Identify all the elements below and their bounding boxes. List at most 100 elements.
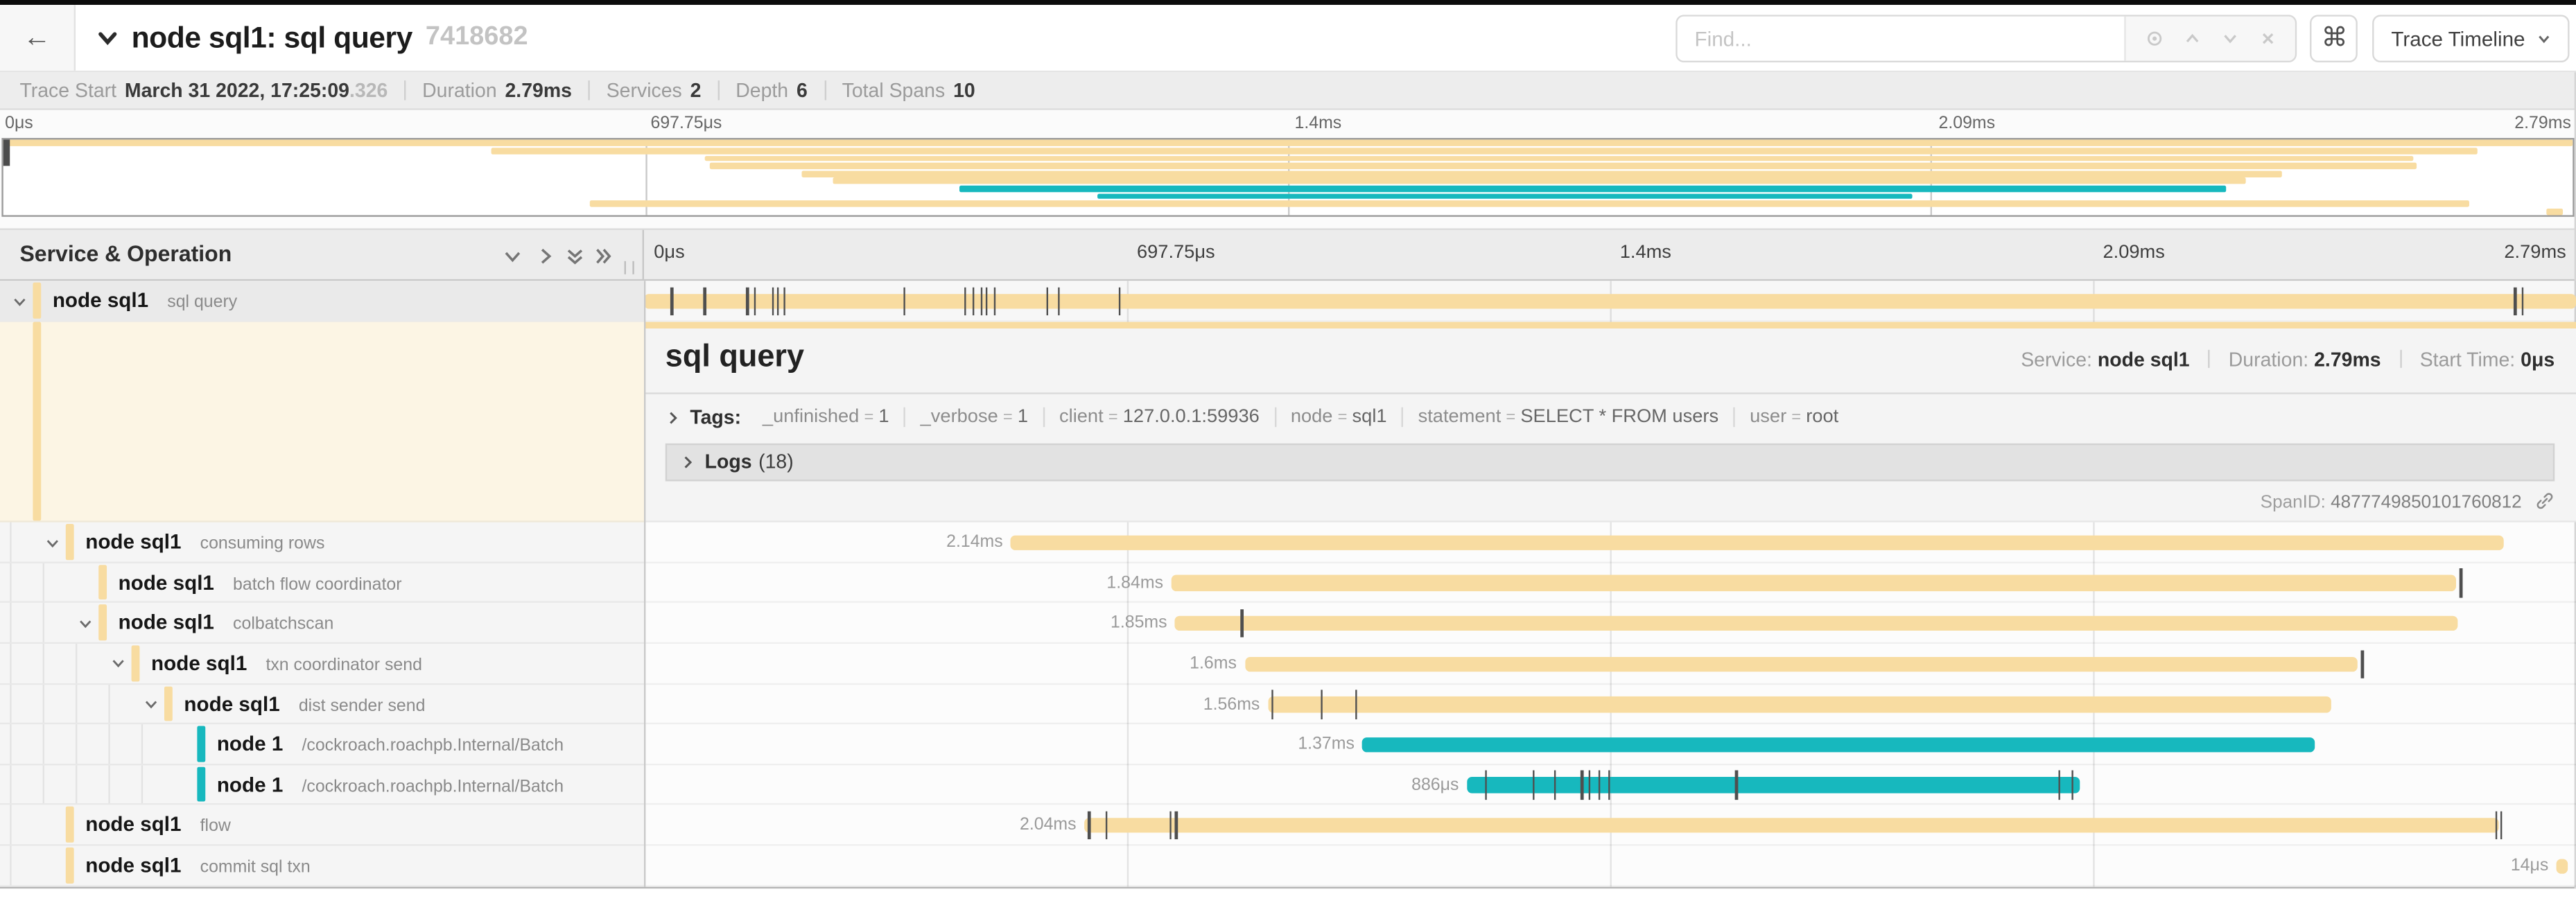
log-marker-tick[interactable] bbox=[1554, 771, 1556, 800]
span-timeline-cell[interactable]: 14μs bbox=[644, 845, 2576, 884]
span-name-cell[interactable]: node sql1 commit sql txn bbox=[0, 845, 644, 885]
minimap-left-scrubber[interactable] bbox=[3, 139, 10, 166]
log-marker-tick[interactable] bbox=[2058, 771, 2060, 800]
log-marker-tick[interactable] bbox=[1588, 771, 1591, 800]
span-timeline-cell[interactable]: 1.84ms bbox=[644, 563, 2576, 602]
span-bar[interactable] bbox=[1011, 535, 2505, 551]
tags-row[interactable]: Tags: _unfinished = 1 _verbose = 1 client = 127.… bbox=[665, 403, 2555, 431]
span-name-cell[interactable]: node sql1 batch flow coordinator bbox=[0, 563, 644, 602]
span-name-cell[interactable]: node sql1 txn coordinator send bbox=[0, 643, 644, 683]
span-children-chevron-down-icon[interactable] bbox=[110, 656, 127, 673]
logs-row[interactable]: Logs (18) bbox=[665, 442, 2555, 481]
tags-expand-chevron-right-icon[interactable] bbox=[665, 410, 680, 425]
trace-view-select[interactable]: Trace Timeline bbox=[2373, 15, 2570, 63]
span-timeline-cell[interactable]: 1.56ms bbox=[644, 684, 2576, 723]
log-marker-tick[interactable] bbox=[754, 286, 756, 315]
log-marker-tick[interactable] bbox=[2521, 286, 2524, 315]
trace-title-wrap[interactable]: node sql1: sql query 7418682 bbox=[76, 21, 528, 55]
span-children-chevron-down-icon[interactable] bbox=[143, 696, 159, 713]
span-bar[interactable] bbox=[1171, 575, 2457, 591]
collapse-trace-chevron-icon[interactable] bbox=[97, 27, 119, 49]
log-marker-tick[interactable] bbox=[746, 286, 749, 315]
log-marker-tick[interactable] bbox=[1169, 811, 1172, 840]
log-marker-tick[interactable] bbox=[1735, 771, 1738, 800]
span-timeline-cell[interactable]: 886μs bbox=[644, 765, 2576, 804]
tag-item: statement = SELECT * FROM users bbox=[1401, 407, 1734, 428]
find-clear-close-icon[interactable] bbox=[2259, 30, 2277, 48]
span-bar[interactable] bbox=[1362, 737, 2315, 753]
log-marker-tick[interactable] bbox=[2514, 286, 2516, 315]
span-bar[interactable] bbox=[1244, 656, 2358, 672]
log-marker-tick[interactable] bbox=[993, 286, 996, 315]
log-marker-tick[interactable] bbox=[980, 286, 982, 315]
span-bar[interactable] bbox=[2557, 858, 2568, 874]
log-marker-tick[interactable] bbox=[2500, 811, 2503, 840]
span-name-cell[interactable]: node sql1 sql query bbox=[0, 281, 645, 320]
find-prev-chevron-up-icon[interactable] bbox=[2184, 30, 2202, 48]
log-marker-tick[interactable] bbox=[1175, 811, 1178, 840]
log-marker-tick[interactable] bbox=[704, 286, 706, 315]
log-marker-tick[interactable] bbox=[1106, 811, 1108, 840]
copy-link-icon[interactable] bbox=[2535, 491, 2555, 510]
span-name-cell[interactable]: node sql1 flow bbox=[0, 805, 644, 844]
log-marker-tick[interactable] bbox=[1057, 286, 1060, 315]
column-resizer-grip[interactable] bbox=[624, 261, 634, 274]
log-marker-tick[interactable] bbox=[2494, 811, 2497, 840]
duration-label: Duration: bbox=[2228, 347, 2309, 371]
logs-expand-chevron-right-icon[interactable] bbox=[680, 454, 695, 468]
log-marker-tick[interactable] bbox=[1320, 690, 1323, 719]
span-timeline-cell[interactable]: 2.14ms bbox=[644, 523, 2576, 561]
log-marker-tick[interactable] bbox=[1484, 771, 1487, 800]
log-marker-tick[interactable] bbox=[2460, 568, 2462, 598]
log-marker-tick[interactable] bbox=[1581, 771, 1583, 800]
log-marker-tick[interactable] bbox=[1533, 771, 1535, 800]
span-name-cell[interactable]: node 1 /cockroach.roachpb.Internal/Batch bbox=[0, 764, 644, 804]
log-marker-tick[interactable] bbox=[1271, 690, 1274, 719]
span-children-chevron-down-icon[interactable] bbox=[77, 615, 94, 632]
log-marker-tick[interactable] bbox=[2361, 649, 2364, 678]
log-marker-tick[interactable] bbox=[1598, 771, 1601, 800]
span-bar[interactable] bbox=[644, 293, 2576, 309]
locate-icon[interactable] bbox=[2146, 30, 2164, 48]
minimap-canvas[interactable] bbox=[1, 138, 2575, 217]
span-name-cell[interactable]: node 1 /cockroach.roachpb.Internal/Batch bbox=[0, 724, 644, 764]
span-timeline-cell[interactable]: 2.04ms bbox=[644, 805, 2576, 844]
log-marker-tick[interactable] bbox=[2071, 771, 2074, 800]
span-timeline-cell[interactable]: 1.85ms bbox=[644, 604, 2576, 642]
stat-label: Duration bbox=[422, 78, 497, 102]
back-button[interactable]: ← bbox=[0, 5, 76, 71]
collapse-one-chevron-down-icon[interactable] bbox=[503, 246, 522, 265]
log-marker-tick[interactable] bbox=[1119, 286, 1122, 315]
log-marker-tick[interactable] bbox=[1045, 286, 1048, 315]
log-marker-tick[interactable] bbox=[777, 286, 780, 315]
expand-one-chevron-right-icon[interactable] bbox=[536, 246, 555, 265]
span-children-chevron-down-icon[interactable] bbox=[44, 535, 61, 552]
span-name-cell[interactable]: node sql1 colbatchscan bbox=[0, 603, 644, 642]
span-bar[interactable] bbox=[1175, 615, 2458, 631]
span-children-chevron-down-icon[interactable] bbox=[12, 293, 28, 310]
log-marker-tick[interactable] bbox=[964, 286, 967, 315]
log-marker-tick[interactable] bbox=[986, 286, 989, 315]
find-next-chevron-down-icon[interactable] bbox=[2221, 30, 2239, 48]
log-marker-tick[interactable] bbox=[1355, 690, 1357, 719]
span-name-cell[interactable]: node sql1 consuming rows bbox=[0, 523, 644, 561]
expand-all-double-chevron-right-icon[interactable] bbox=[593, 246, 613, 265]
span-bar[interactable] bbox=[1084, 818, 2499, 834]
log-marker-tick[interactable] bbox=[903, 286, 905, 315]
keyboard-shortcuts-button[interactable]: ⌘ bbox=[2310, 15, 2358, 63]
span-name-cell[interactable]: node sql1 dist sender send bbox=[0, 684, 644, 724]
log-marker-tick[interactable] bbox=[783, 286, 785, 315]
span-timeline-cell[interactable] bbox=[644, 281, 2576, 319]
log-marker-tick[interactable] bbox=[670, 286, 673, 315]
span-bar[interactable] bbox=[1268, 696, 2331, 712]
log-marker-tick[interactable] bbox=[1088, 811, 1090, 840]
collapse-all-double-chevron-down-icon[interactable] bbox=[565, 246, 584, 265]
log-marker-tick[interactable] bbox=[1241, 609, 1243, 638]
log-marker-tick[interactable] bbox=[1608, 771, 1610, 800]
span-bar[interactable] bbox=[1467, 777, 2080, 794]
log-marker-tick[interactable] bbox=[972, 286, 975, 315]
find-input[interactable] bbox=[1678, 16, 2125, 61]
log-marker-tick[interactable] bbox=[771, 286, 774, 315]
span-timeline-cell[interactable]: 1.6ms bbox=[644, 644, 2576, 683]
span-timeline-cell[interactable]: 1.37ms bbox=[644, 724, 2576, 763]
